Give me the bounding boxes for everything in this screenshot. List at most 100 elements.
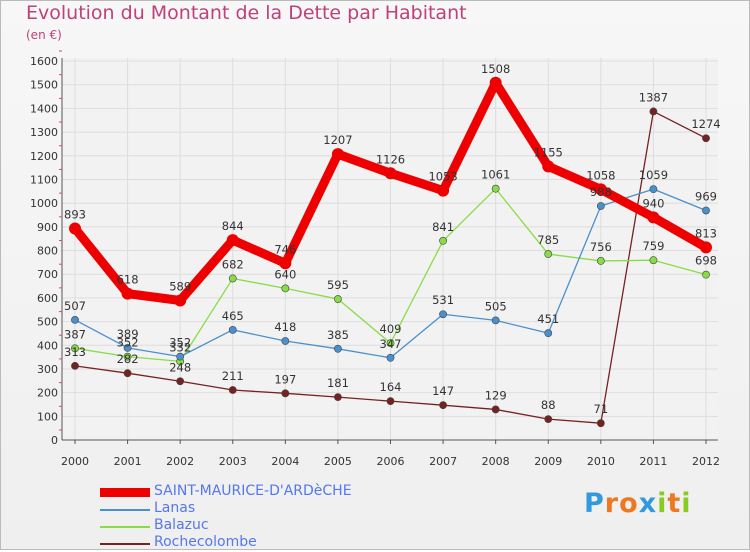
axes: 0 100 200 300 400 500 600 700 800 900 1000 1100 1200…: [30, 50, 720, 468]
x-tick-label: 2009: [534, 455, 562, 468]
data-point-balazuc: [596, 257, 605, 265]
data-label-saint-maurice-d-ard-che: 1126: [376, 152, 405, 166]
data-point-saint-maurice-d-ard-che: [700, 241, 712, 254]
data-point-saint-maurice-d-ard-che: [174, 294, 187, 307]
data-label-rochecolombe: 248: [169, 360, 191, 374]
y-tick-label: 500: [37, 316, 58, 329]
data-label-rochecolombe: 71: [594, 402, 609, 416]
data-label-saint-maurice-d-ard-che: 589: [169, 279, 191, 293]
data-point-rochecolombe: [176, 377, 185, 386]
data-label-balazuc: 682: [222, 257, 244, 271]
data-label-rochecolombe: 1387: [639, 90, 668, 104]
x-tick-label: 2010: [587, 455, 615, 468]
y-tick-label: 1600: [30, 55, 58, 68]
proxiti-logo: Proxiti: [584, 488, 692, 519]
data-label-balazuc: 1061: [481, 168, 510, 182]
data-point-balazuc: [228, 274, 237, 283]
data-point-balazuc: [123, 352, 132, 361]
legend-label: Lanas: [154, 500, 196, 516]
data-point-rochecolombe: [386, 397, 395, 406]
y-tick-label: 200: [37, 387, 58, 400]
y-tick-label: 800: [37, 245, 58, 258]
data-label-rochecolombe: 129: [485, 388, 507, 402]
x-tick-label: 2012: [692, 455, 720, 468]
logo-letter: t: [667, 488, 682, 519]
y-tick-label: 1200: [30, 150, 58, 163]
data-label-rochecolombe: 181: [327, 376, 349, 390]
data-point-lanas: [281, 337, 290, 345]
logo-letter: o: [619, 488, 639, 519]
y-tick-label: 1400: [30, 102, 58, 115]
data-label-saint-maurice-d-ard-che: 618: [117, 273, 139, 287]
data-point-saint-maurice-d-ard-che: [489, 76, 502, 89]
data-label-saint-maurice-d-ard-che: 893: [64, 207, 86, 221]
legend-label: Rochecolombe: [154, 534, 257, 550]
data-label-rochecolombe: 147: [432, 384, 454, 398]
data-point-rochecolombe: [71, 361, 79, 370]
data-point-rochecolombe: [281, 389, 290, 398]
legend-swatch: [100, 488, 150, 497]
data-point-saint-maurice-d-ard-che: [69, 222, 81, 235]
data-label-balazuc: 785: [537, 233, 559, 247]
data-label-lanas: 969: [695, 189, 717, 203]
data-label-rochecolombe: 1274: [691, 117, 720, 131]
data-label-balazuc: 595: [327, 278, 349, 292]
data-label-saint-maurice-d-ard-che: 1155: [534, 145, 563, 159]
data-point-balazuc: [649, 256, 658, 265]
data-point-rochecolombe: [439, 401, 447, 410]
data-label-balazuc: 387: [64, 327, 86, 341]
data-label-rochecolombe: 164: [380, 380, 402, 394]
data-label-rochecolombe: 211: [222, 369, 244, 383]
data-label-rochecolombe: 282: [117, 352, 139, 366]
data-point-rochecolombe: [702, 134, 710, 143]
logo-letter: x: [638, 488, 658, 519]
data-label-lanas: 1059: [639, 168, 668, 182]
data-point-saint-maurice-d-ard-che: [542, 160, 555, 173]
data-label-lanas: 988: [590, 185, 612, 199]
y-tick-label: 100: [37, 410, 58, 423]
y-tick-label: 600: [37, 292, 58, 305]
logo-letter: P: [584, 488, 605, 519]
x-tick-label: 2004: [271, 455, 299, 468]
logo-letter: i: [657, 488, 668, 519]
y-tick-label: 1000: [30, 197, 58, 210]
x-tick-label: 2005: [324, 455, 352, 468]
data-point-lanas: [702, 206, 710, 215]
logo-letter: r: [604, 488, 620, 519]
data-label-lanas: 418: [274, 320, 296, 334]
data-point-balazuc: [71, 344, 79, 353]
data-point-lanas: [334, 344, 342, 353]
data-point-lanas: [386, 353, 395, 362]
data-label-saint-maurice-d-ard-che: 844: [222, 219, 244, 233]
y-tick-label: 300: [37, 363, 58, 376]
data-point-balazuc: [702, 270, 710, 279]
legend-swatch: [100, 543, 150, 545]
x-tick-label: 2008: [482, 455, 510, 468]
data-point-lanas: [649, 185, 658, 194]
legend-label: SAINT-MAURICE-D'ARDèCHE: [154, 483, 352, 499]
data-point-balazuc: [334, 295, 342, 303]
data-label-lanas: 531: [432, 293, 454, 307]
logo-letter: i: [681, 488, 692, 519]
data-point-lanas: [544, 329, 553, 338]
data-point-lanas: [596, 202, 605, 210]
data-label-balazuc: 409: [380, 322, 402, 336]
data-point-saint-maurice-d-ard-che: [594, 183, 607, 196]
x-tick-label: 2000: [61, 455, 89, 468]
x-tick-label: 2002: [166, 455, 194, 468]
x-tick-label: 2007: [429, 455, 457, 468]
data-label-balazuc: 640: [274, 267, 296, 281]
data-point-rochecolombe: [596, 419, 605, 428]
data-label-saint-maurice-d-ard-che: 1508: [481, 62, 510, 76]
data-label-saint-maurice-d-ard-che: 746: [274, 242, 296, 256]
legend-swatch: [100, 509, 150, 511]
data-label-lanas: 389: [117, 327, 139, 341]
data-point-lanas: [439, 310, 447, 319]
x-tick-label: 2001: [114, 455, 142, 468]
y-tick-label: 1300: [30, 126, 58, 139]
data-label-saint-maurice-d-ard-che: 940: [642, 196, 664, 210]
y-tick-label: 1500: [30, 79, 58, 92]
data-label-balazuc: 332: [169, 340, 191, 354]
data-label-balazuc: 756: [590, 240, 612, 254]
x-tick-label: 2003: [219, 455, 247, 468]
